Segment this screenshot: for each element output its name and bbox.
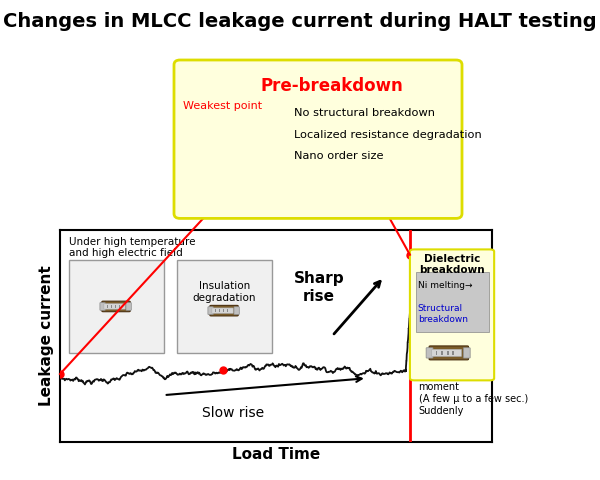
Bar <box>119 305 120 308</box>
FancyBboxPatch shape <box>176 260 272 353</box>
Bar <box>111 305 112 308</box>
Text: Localized resistance degradation: Localized resistance degradation <box>294 130 482 140</box>
Bar <box>219 309 220 312</box>
Bar <box>436 350 437 355</box>
FancyBboxPatch shape <box>104 304 125 309</box>
FancyBboxPatch shape <box>100 302 105 311</box>
FancyBboxPatch shape <box>68 260 164 353</box>
Bar <box>452 350 454 355</box>
FancyBboxPatch shape <box>463 348 470 358</box>
FancyBboxPatch shape <box>410 250 494 380</box>
Bar <box>447 350 449 355</box>
FancyBboxPatch shape <box>102 301 130 312</box>
Bar <box>115 305 116 308</box>
Text: Nano order size: Nano order size <box>294 151 383 161</box>
Bar <box>215 309 216 312</box>
Text: moment
(A few μ to a few sec.)
Suddenly: moment (A few μ to a few sec.) Suddenly <box>419 383 528 416</box>
Bar <box>223 309 224 312</box>
Text: Under high temperature
and high electric field: Under high temperature and high electric… <box>68 237 195 258</box>
FancyBboxPatch shape <box>432 349 461 357</box>
FancyBboxPatch shape <box>429 346 469 360</box>
FancyBboxPatch shape <box>208 307 213 314</box>
FancyBboxPatch shape <box>234 307 239 314</box>
Text: Ni melting→: Ni melting→ <box>418 281 472 290</box>
Text: Slow rise: Slow rise <box>202 406 264 420</box>
FancyBboxPatch shape <box>126 302 131 311</box>
Text: Sharp
rise: Sharp rise <box>294 271 344 304</box>
Text: Structural
breakdown: Structural breakdown <box>418 304 467 324</box>
FancyBboxPatch shape <box>416 272 488 332</box>
Text: No structural breakdown: No structural breakdown <box>294 108 435 118</box>
Text: Pre-breakdown: Pre-breakdown <box>260 77 403 95</box>
Text: Dielectric
breakdown: Dielectric breakdown <box>419 253 485 275</box>
FancyBboxPatch shape <box>212 308 233 313</box>
Y-axis label: Leakage current: Leakage current <box>40 265 55 407</box>
Bar <box>107 305 108 308</box>
FancyBboxPatch shape <box>426 348 433 358</box>
Text: Weakest point: Weakest point <box>183 101 262 111</box>
FancyBboxPatch shape <box>210 305 238 316</box>
Bar <box>441 350 443 355</box>
X-axis label: Load Time: Load Time <box>232 447 320 462</box>
Bar <box>227 309 228 312</box>
Text: Changes in MLCC leakage current during HALT testing: Changes in MLCC leakage current during H… <box>3 12 597 31</box>
Text: Insulation
degradation: Insulation degradation <box>193 281 256 303</box>
